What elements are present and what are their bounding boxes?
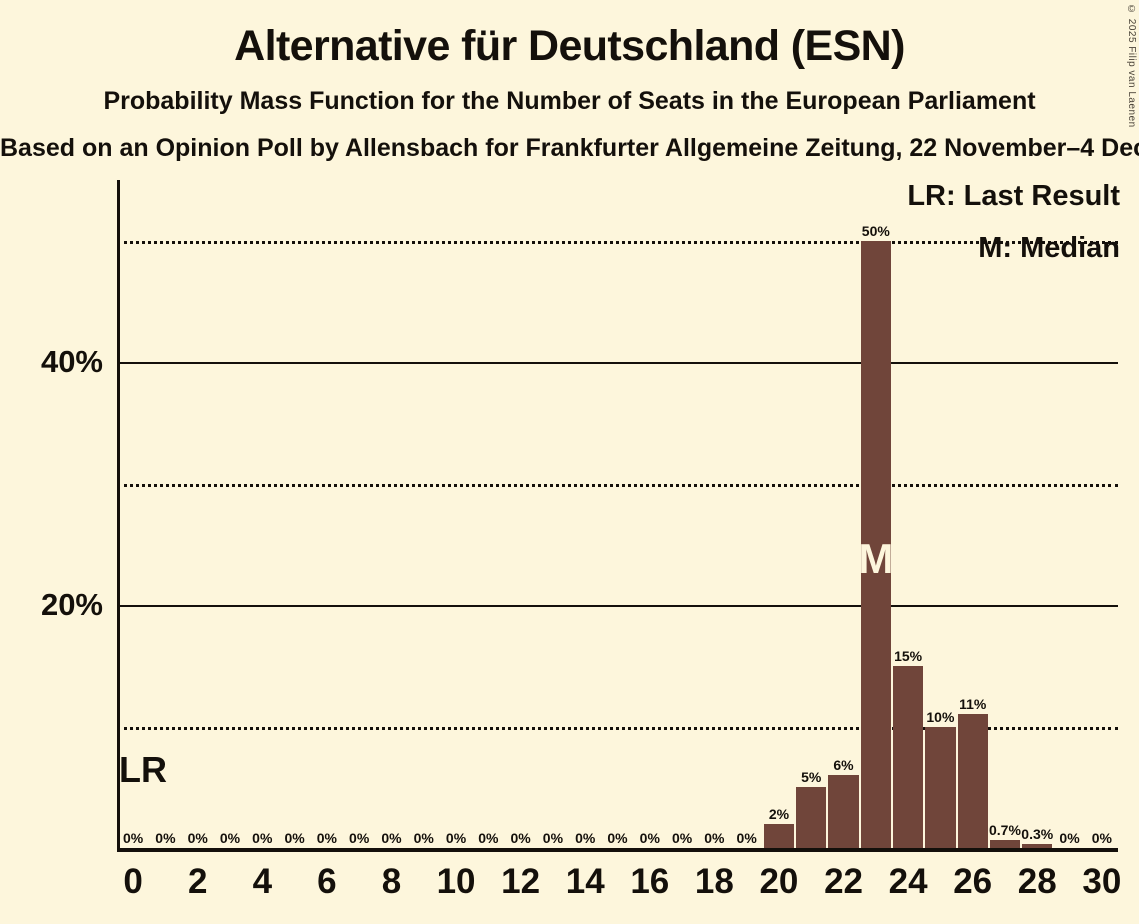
bar-value-label-24: 15% [894,647,923,664]
bar-value-label-28: 0.3% [1021,826,1054,843]
x-axis-tick-10: 10 [436,862,476,901]
bar-value-label-14: 0% [575,830,596,846]
x-axis-line [117,848,1118,852]
x-axis-tick-12: 12 [501,862,541,901]
median-marker: M [858,535,894,582]
bar-value-label-17: 0% [671,830,693,846]
x-axis-tick-20: 20 [759,862,799,901]
bar-value-label-20: 2% [768,805,790,822]
bar-value-label-21: 5% [801,769,822,786]
bar-value-label-3: 0% [219,830,241,846]
gridline-solid-40 [117,362,1118,365]
x-axis-tick-2: 2 [187,862,208,901]
bar-seat-21: 5% [796,770,827,848]
x-axis-tick-28: 28 [1017,862,1057,901]
gridline-dotted-30 [117,483,1118,487]
bar-value-label-26: 11% [959,696,987,713]
plot-area: LR 20% 40% 0% 0% 0% 0% 0% 0% 0% 0% 0% 0% 0% 0% 0% 0% 0% 0… [41,180,1121,899]
bar-value-label-19: 0% [736,830,757,846]
bar-seat-25: 10% [925,710,956,848]
x-axis-tick-16: 16 [630,862,670,901]
x-axis-tick-6: 6 [317,862,337,901]
bar-value-label-22: 6% [833,757,854,774]
bar-value-label-29: 0% [1059,830,1080,846]
bar-value-label-4: 0% [252,830,273,846]
x-axis-tick-30: 30 [1082,862,1122,901]
bar-value-label-30: 0% [1091,830,1112,846]
bar-value-label-2: 0% [187,830,208,846]
bar-seat-27: 0.7% [989,823,1021,848]
bar-value-label-18: 0% [704,830,725,846]
bar-value-label-27: 0.7% [989,821,1021,838]
bar-value-label-16: 0% [639,830,660,846]
bar-value-label-12: 0% [510,830,531,846]
gridline-dotted-10 [117,726,1118,730]
bar-value-label-11: 0% [478,830,499,846]
chart-header: Alternative für Deutschland (ESN) Probab… [0,0,1139,161]
y-axis-line [117,180,120,848]
bar-value-label-13: 0% [542,830,564,846]
bar-value-label-0: 0% [123,830,144,846]
chart-source-line: Based on an Opinion Poll by Allensbach f… [0,134,1139,162]
last-result-marker: LR [119,749,167,790]
bar-value-label-15: 0% [607,830,628,846]
bar-seat-24: 15% [892,649,924,848]
chart-subtitle: Probability Mass Function for the Number… [103,87,1036,115]
x-axis-tick-24: 24 [888,862,928,901]
x-axis-tick-22: 22 [824,862,863,901]
bar-value-label-7: 0% [349,830,370,846]
y-axis-label-40: 40% [40,344,103,380]
x-axis-tick-0: 0 [123,862,143,901]
x-axis-tick-4: 4 [252,862,273,901]
x-axis-tick-26: 26 [953,862,993,901]
page-title: Alternative für Deutschland (ESN) [234,22,905,70]
bar-value-label-10: 0% [445,830,467,846]
x-axis-tick-18: 18 [694,862,734,901]
x-axis-tick-14: 14 [565,862,605,901]
bar-seat-26: 11% [957,697,988,848]
x-axis-tick-8: 8 [381,862,402,901]
bar-seat-20: 2% [763,807,795,848]
bar-value-label-25: 10% [926,708,955,725]
bar-value-label-6: 0% [316,830,337,846]
bar-value-label-5: 0% [284,830,305,846]
bar-seat-23: 50% M [858,224,894,848]
y-axis-label-20: 20% [40,587,103,623]
bar-seat-22: 6% [828,758,859,848]
bar-value-label-23: 50% [861,222,890,239]
bar-value-label-9: 0% [413,830,434,846]
bar-value-label-8: 0% [381,830,402,846]
bar-value-label-1: 0% [155,830,176,846]
bar-seat-28: 0.3% [1021,827,1053,848]
gridline-dotted-50 [117,240,1118,244]
gridline-solid-20 [117,605,1118,608]
copyright-notice: © 2025 Filip van Laenen [1126,4,1137,128]
